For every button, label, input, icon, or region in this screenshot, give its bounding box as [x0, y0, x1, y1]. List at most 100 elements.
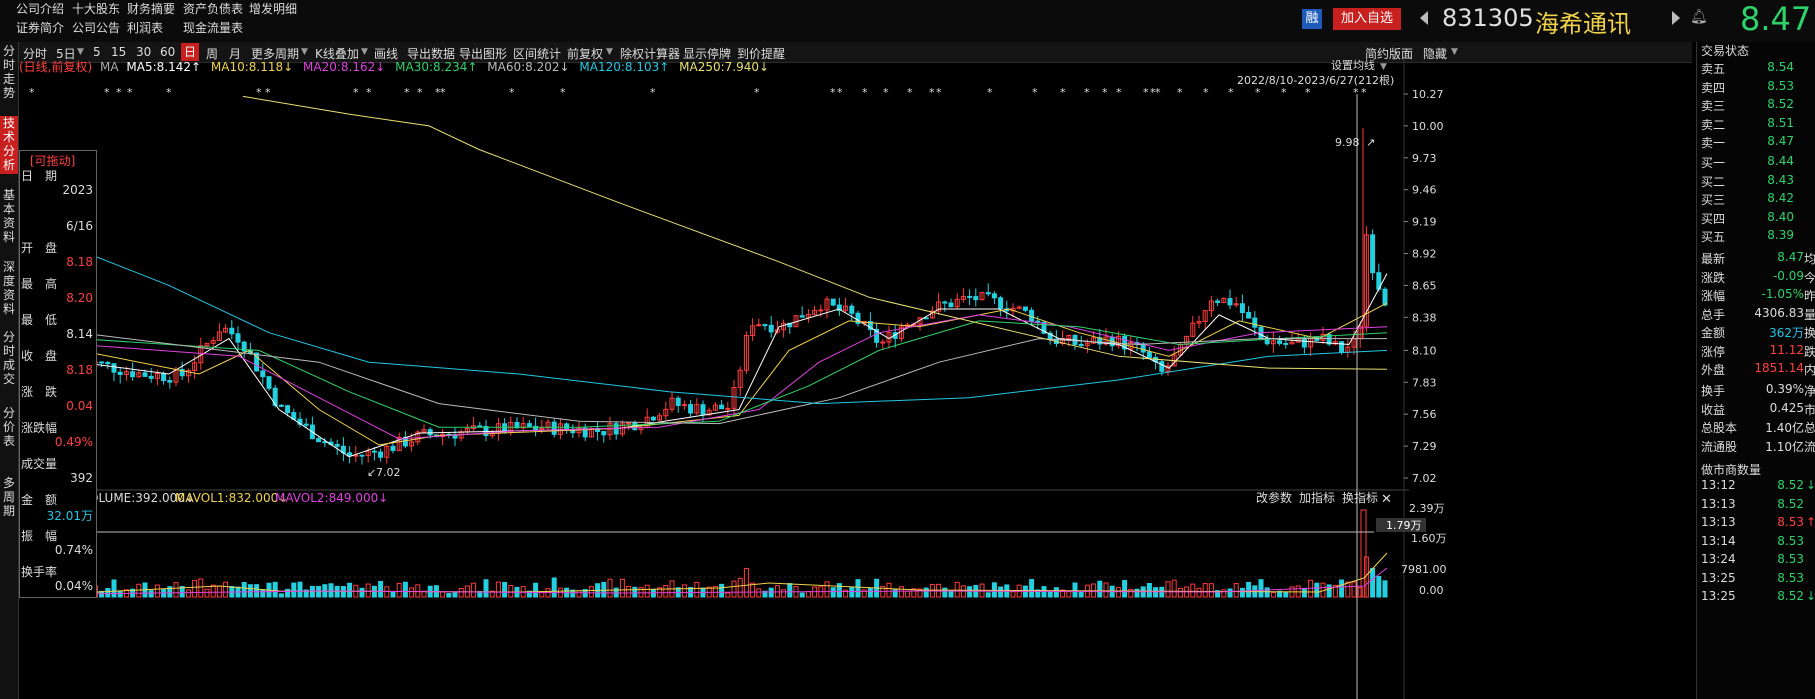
event-marker-icon[interactable]: *: [1281, 86, 1287, 99]
event-marker-icon[interactable]: *: [1228, 86, 1234, 99]
tb-timeshare[interactable]: 分时: [23, 47, 48, 61]
event-marker-icon[interactable]: *: [1353, 86, 1359, 99]
event-marker-icon[interactable]: *: [1361, 86, 1367, 99]
kline-chart[interactable]: 10.27 10.00 9.73 9.46 9.19 8.92 8.65 8.38 8.10 7.…: [19, 58, 1692, 699]
tb-15min[interactable]: 15: [111, 45, 127, 59]
tb-daily[interactable]: 日: [181, 43, 200, 61]
event-marker-icon[interactable]: *: [1305, 86, 1311, 99]
event-marker-icon[interactable]: *: [29, 86, 35, 99]
tick-row[interactable]: 13:25 8.53: [1701, 571, 1815, 589]
event-marker-icon[interactable]: *: [166, 86, 172, 99]
stat2-row[interactable]: 收益 0.425 市: [1701, 401, 1815, 419]
tick-row[interactable]: 13:12 8.52 ↓: [1701, 478, 1815, 496]
tb-exright-calculator[interactable]: 除权计算器: [620, 47, 681, 61]
stat2-row[interactable]: 流通股 1.10亿流: [1701, 438, 1815, 456]
tb-kline-overlay[interactable]: K线叠加: [315, 47, 359, 61]
event-marker-icon[interactable]: *: [1177, 86, 1183, 99]
bid-row[interactable]: 买三 8.42: [1701, 191, 1815, 209]
tb-simple-layout[interactable]: 简约版面: [1365, 47, 1414, 61]
tab-multi-period[interactable]: 多周期: [2, 476, 15, 518]
stat-row[interactable]: 最新 8.47 均: [1701, 250, 1815, 268]
tb-weekly[interactable]: 周: [206, 47, 219, 61]
event-marker-icon[interactable]: *: [353, 86, 359, 99]
event-marker-icon[interactable]: *: [883, 86, 889, 99]
tick-row[interactable]: 13:13 8.53 ↑: [1701, 515, 1815, 533]
stat-row[interactable]: 涨幅 -1.05% 昨: [1701, 287, 1815, 305]
tb-60min[interactable]: 60: [160, 45, 176, 59]
menu-security-brief[interactable]: 证券简介: [16, 21, 65, 35]
menu-company-intro[interactable]: 公司介绍: [16, 2, 65, 16]
tab-timeshare[interactable]: 分时走势: [2, 44, 15, 100]
bid-row[interactable]: 买一 8.44: [1701, 154, 1815, 172]
event-marker-icon[interactable]: *: [560, 86, 566, 99]
event-marker-icon[interactable]: *: [929, 86, 935, 99]
event-marker-icon[interactable]: *: [1032, 86, 1038, 99]
stat2-row[interactable]: 换手 0.39% 净: [1701, 382, 1815, 400]
event-marker-icon[interactable]: *: [417, 86, 423, 99]
ask-row[interactable]: 卖四 8.53: [1701, 79, 1815, 97]
event-marker-icon[interactable]: *: [862, 86, 868, 99]
event-marker-icon[interactable]: *: [509, 86, 515, 99]
menu-offering-details[interactable]: 增发明细: [249, 2, 298, 16]
ma-settings-button[interactable]: 设置均线: [1331, 58, 1375, 72]
ask-row[interactable]: 卖二 8.51: [1701, 116, 1815, 134]
tb-adjust-dropdown-icon[interactable]: ▼: [606, 47, 613, 57]
menu-company-announcements[interactable]: 公司公告: [72, 21, 121, 35]
tb-export-data[interactable]: 导出数据: [407, 47, 456, 61]
event-marker-icon[interactable]: *: [1060, 86, 1066, 99]
tb-price-alert[interactable]: 到价提醒: [737, 47, 786, 61]
tick-row[interactable]: 13:24 8.53: [1701, 552, 1815, 570]
menu-balance-sheet[interactable]: 资产负债表: [183, 2, 244, 16]
stat-row[interactable]: 涨停 11.12 跌: [1701, 343, 1815, 361]
tb-draw-line[interactable]: 画线: [374, 47, 399, 61]
tb-export-chart[interactable]: 导出图形: [459, 47, 508, 61]
menu-top-shareholders[interactable]: 十大股东: [72, 2, 121, 16]
event-marker-icon[interactable]: *: [936, 86, 942, 99]
event-marker-icon[interactable]: *: [440, 86, 446, 99]
menu-financial-summary[interactable]: 财务摘要: [127, 2, 176, 16]
tick-row[interactable]: 13:14 8.53: [1701, 534, 1815, 552]
tb-5min[interactable]: 5: [93, 45, 101, 59]
close-indicator-icon[interactable]: ✕: [1381, 492, 1392, 507]
tb-more-periods[interactable]: 更多周期: [251, 47, 300, 61]
candle-info-popup[interactable]: [可拖动] 日 期 2023 6/16 开 盘 8.18 最 高 8.20 最 低 8.14 收 …: [19, 150, 97, 598]
prev-stock-icon[interactable]: [1420, 11, 1428, 25]
tb-forward-adjust[interactable]: 前复权: [567, 47, 604, 61]
stat-row[interactable]: 总手 4306.83 量: [1701, 306, 1815, 324]
change-params-button[interactable]: 改参数: [1256, 490, 1292, 505]
tb-hide-dropdown-icon[interactable]: ▼: [1451, 47, 1458, 57]
event-marker-icon[interactable]: *: [1150, 86, 1156, 99]
event-marker-icon[interactable]: *: [366, 86, 372, 99]
tab-time-trades[interactable]: 分时成交: [2, 330, 15, 386]
event-marker-icon[interactable]: *: [754, 86, 760, 99]
event-marker-icon[interactable]: *: [116, 86, 122, 99]
tb-5day[interactable]: 5日: [56, 47, 76, 61]
next-stock-icon[interactable]: [1672, 11, 1680, 25]
event-marker-icon[interactable]: *: [1203, 86, 1209, 99]
bid-row[interactable]: 买四 8.40: [1701, 210, 1815, 228]
event-marker-icon[interactable]: *: [837, 86, 843, 99]
event-marker-icon[interactable]: *: [256, 86, 262, 99]
bid-row[interactable]: 买五 8.39: [1701, 228, 1815, 246]
stat-row[interactable]: 外盘 1851.14 内: [1701, 361, 1815, 379]
tab-basic-info[interactable]: 基本资料: [2, 188, 15, 244]
tab-technical-analysis[interactable]: 技术分析: [0, 116, 18, 174]
switch-indicator-button[interactable]: 换指标: [1342, 490, 1378, 505]
bell-icon[interactable]: 🔔︎: [1690, 9, 1708, 25]
stat-row[interactable]: 金额 362万换: [1701, 324, 1815, 342]
event-marker-icon[interactable]: *: [265, 86, 271, 99]
event-marker-icon[interactable]: *: [435, 86, 441, 99]
event-marker-icon[interactable]: *: [987, 86, 993, 99]
ask-row[interactable]: 卖一 8.47: [1701, 134, 1815, 152]
event-marker-icon[interactable]: *: [1084, 86, 1090, 99]
event-marker-icon[interactable]: *: [907, 86, 913, 99]
ask-row[interactable]: 卖三 8.52: [1701, 97, 1815, 115]
event-marker-icon[interactable]: *: [650, 86, 656, 99]
event-marker-icon[interactable]: *: [830, 86, 836, 99]
tb-hide[interactable]: 隐藏: [1423, 47, 1448, 61]
event-marker-icon[interactable]: *: [1143, 86, 1149, 99]
menu-cash-flow[interactable]: 现金流量表: [183, 21, 244, 35]
tick-row[interactable]: 13:25 8.52 ↓: [1701, 589, 1815, 607]
tick-row[interactable]: 13:13 8.52: [1701, 497, 1815, 515]
add-indicator-button[interactable]: 加指标: [1299, 490, 1335, 505]
